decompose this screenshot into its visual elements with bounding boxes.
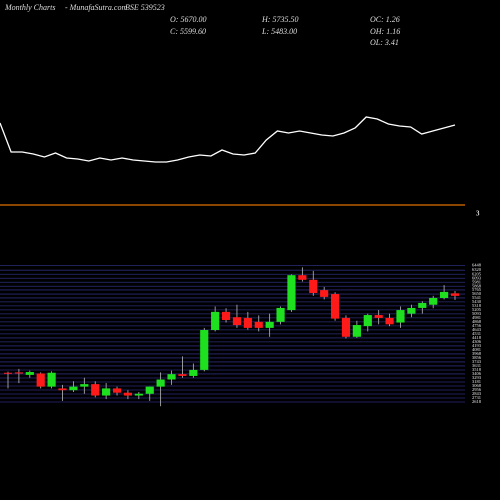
candle-body bbox=[330, 294, 340, 319]
oh-text: OH: 1.16 bbox=[370, 27, 400, 36]
y-tick-label: 4868 bbox=[472, 319, 482, 324]
level-label: 3 bbox=[476, 210, 480, 218]
y-tick-label: 3743 bbox=[472, 359, 482, 364]
y-tick-label: 3406 bbox=[472, 371, 482, 376]
candle-body bbox=[450, 293, 460, 296]
y-tick-label: 4531 bbox=[472, 331, 481, 336]
y-tick-label: 4418 bbox=[472, 335, 482, 340]
y-tick-label: 3293 bbox=[472, 375, 482, 380]
candle-body bbox=[80, 384, 89, 387]
y-tick-label: 4081 bbox=[472, 347, 481, 352]
y-tick-label: 5093 bbox=[472, 311, 482, 316]
y-tick-label: 5541 bbox=[472, 295, 481, 300]
candle-body bbox=[418, 302, 427, 308]
close-text: C: 5599.60 bbox=[170, 27, 206, 36]
candle-body bbox=[429, 297, 438, 305]
y-tick-label: 3068 bbox=[472, 383, 482, 388]
candle-body bbox=[47, 372, 56, 387]
candle-body bbox=[25, 372, 34, 375]
candle-body bbox=[69, 386, 78, 391]
candle-body bbox=[211, 311, 220, 331]
candle-body bbox=[276, 307, 285, 322]
candle-body bbox=[3, 372, 13, 374]
y-tick-label: 5205 bbox=[472, 307, 482, 312]
y-tick-label: 5868 bbox=[472, 283, 482, 288]
low-text: L: 5483.00 bbox=[261, 27, 297, 36]
y-tick-label: 2956 bbox=[472, 387, 482, 392]
y-tick-label: 2618 bbox=[472, 399, 482, 404]
candle-body bbox=[352, 325, 361, 337]
y-tick-label: 5981 bbox=[472, 279, 481, 284]
y-tick-label: 4306 bbox=[472, 339, 482, 344]
candle-body bbox=[254, 321, 263, 328]
y-tick-label: 5765 bbox=[472, 287, 482, 292]
y-tick-label: 3518 bbox=[472, 367, 482, 372]
candle-body bbox=[221, 311, 231, 321]
candle-body bbox=[58, 388, 67, 391]
y-tick-label: 6448 bbox=[472, 263, 482, 268]
y-tick-label: 5430 bbox=[472, 299, 482, 304]
candle-body bbox=[407, 307, 416, 314]
site-title: Monthly Charts bbox=[4, 3, 55, 12]
y-tick-label: 3181 bbox=[472, 379, 481, 384]
candle-body bbox=[396, 310, 405, 323]
candle-body bbox=[298, 275, 307, 280]
candle-body bbox=[36, 373, 45, 387]
y-tick-label: 3968 bbox=[472, 351, 482, 356]
candle-body bbox=[440, 291, 449, 298]
candle-body bbox=[156, 379, 165, 387]
y-tick-label: 6205 bbox=[472, 271, 482, 276]
candle-body bbox=[178, 374, 187, 376]
y-tick-label: 4643 bbox=[472, 327, 482, 332]
y-tick-label: 6320 bbox=[472, 267, 482, 272]
candle-body bbox=[134, 393, 143, 396]
y-tick-label: 2843 bbox=[472, 391, 482, 396]
candle-body bbox=[232, 317, 242, 326]
candle-body bbox=[341, 317, 351, 337]
candle-body bbox=[320, 290, 329, 297]
y-tick-label: 5318 bbox=[472, 303, 482, 308]
site-name: - MunafaSutra.com bbox=[65, 3, 127, 12]
candle-body bbox=[374, 315, 383, 318]
candle-body bbox=[363, 315, 372, 327]
y-tick-label: 2731 bbox=[472, 395, 481, 400]
y-tick-label: 3631 bbox=[472, 363, 481, 368]
y-tick-label: 5650 bbox=[472, 291, 482, 296]
candle-body bbox=[167, 374, 176, 380]
candle-body bbox=[385, 317, 394, 325]
candle-body bbox=[189, 369, 198, 376]
candle-body bbox=[91, 384, 100, 396]
y-tick-label: 3856 bbox=[472, 355, 482, 360]
candle-body bbox=[287, 275, 296, 311]
candle-body bbox=[14, 372, 23, 374]
y-tick-label: 4193 bbox=[472, 343, 482, 348]
candle-body bbox=[243, 317, 252, 328]
candle-body bbox=[309, 279, 318, 293]
y-tick-label: 4756 bbox=[472, 323, 482, 328]
candle-body bbox=[102, 388, 111, 396]
candle-body bbox=[265, 321, 274, 328]
ol-text: OL: 3.41 bbox=[370, 38, 399, 47]
high-text: H: 5735.50 bbox=[261, 15, 298, 24]
candle-body bbox=[145, 386, 154, 394]
candle-body bbox=[123, 392, 133, 396]
oc-text: OC: 1.26 bbox=[370, 15, 400, 24]
symbol: BSE 539523 bbox=[125, 3, 165, 12]
y-tick-label: 6093 bbox=[472, 275, 482, 280]
candle-body bbox=[112, 388, 122, 393]
candle-body bbox=[200, 330, 209, 370]
indicator-line bbox=[0, 116, 456, 163]
open-text: O: 5670.00 bbox=[170, 15, 206, 24]
y-tick-label: 4981 bbox=[472, 315, 481, 320]
